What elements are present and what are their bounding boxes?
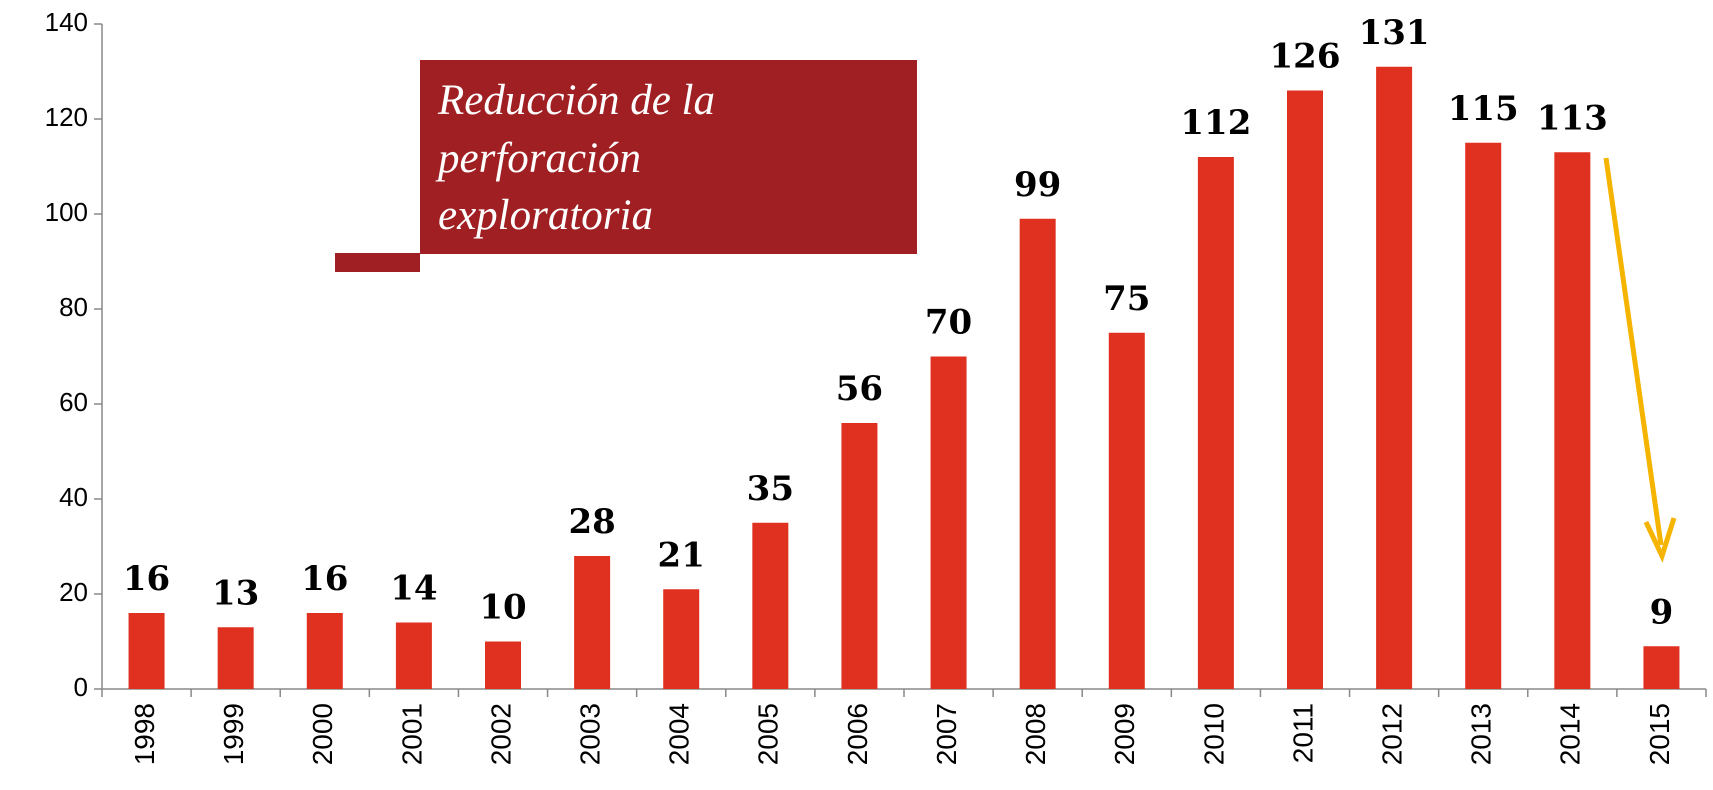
x-tick-label: 2015 bbox=[1644, 703, 1675, 765]
value-label: 113 bbox=[1537, 98, 1608, 138]
bar bbox=[1197, 157, 1234, 689]
bar bbox=[752, 522, 789, 689]
annotation-tab bbox=[335, 253, 420, 272]
y-tick-label: 140 bbox=[45, 7, 88, 37]
bar bbox=[574, 556, 611, 689]
value-label: 9 bbox=[1650, 592, 1674, 632]
x-tick-label: 2013 bbox=[1466, 703, 1497, 765]
bar bbox=[1643, 646, 1680, 689]
x-tick-label: 1999 bbox=[218, 703, 249, 765]
y-tick-label: 20 bbox=[59, 577, 88, 607]
x-tick-label: 2004 bbox=[664, 703, 695, 765]
x-tick-label: 2000 bbox=[307, 703, 338, 765]
value-label: 16 bbox=[123, 559, 170, 599]
annotation-text: perforación bbox=[435, 135, 641, 182]
y-tick-label: 100 bbox=[45, 197, 88, 227]
value-label: 10 bbox=[479, 588, 526, 628]
bar bbox=[485, 641, 521, 689]
x-tick-label: 2007 bbox=[931, 703, 962, 765]
x-tick-label: 2014 bbox=[1555, 703, 1586, 765]
x-tick-label: 2011 bbox=[1287, 703, 1318, 763]
value-label: 21 bbox=[658, 535, 705, 575]
x-tick-label: 1998 bbox=[129, 703, 160, 765]
y-tick-label: 120 bbox=[45, 102, 88, 132]
value-label: 28 bbox=[568, 502, 615, 542]
x-tick-label: 2010 bbox=[1198, 703, 1229, 765]
value-label: 99 bbox=[1014, 165, 1061, 205]
y-tick-label: 0 bbox=[74, 672, 88, 702]
x-tick-label: 2006 bbox=[842, 703, 873, 765]
bar bbox=[217, 627, 254, 689]
bar bbox=[930, 356, 967, 689]
bar bbox=[663, 589, 700, 689]
annotation-box bbox=[420, 60, 917, 254]
bar bbox=[1108, 332, 1145, 689]
trend-arrow bbox=[1603, 157, 1664, 546]
value-label: 115 bbox=[1448, 89, 1519, 129]
bar bbox=[1465, 142, 1502, 689]
x-tick-label: 2009 bbox=[1109, 703, 1140, 765]
bar bbox=[841, 423, 878, 689]
bar bbox=[1554, 152, 1591, 689]
bar bbox=[1376, 66, 1413, 689]
value-label: 131 bbox=[1359, 13, 1430, 53]
value-label: 35 bbox=[747, 469, 794, 509]
value-label: 13 bbox=[212, 573, 259, 613]
value-label: 126 bbox=[1270, 37, 1341, 77]
value-label: 112 bbox=[1180, 103, 1251, 143]
trend-arrow-head bbox=[1643, 517, 1677, 563]
bar bbox=[128, 613, 165, 689]
annotation-text: exploratoria bbox=[438, 192, 653, 239]
bar bbox=[1019, 218, 1056, 689]
bar bbox=[1287, 90, 1323, 689]
x-tick-label: 2001 bbox=[396, 703, 427, 765]
value-label: 14 bbox=[390, 569, 437, 609]
y-tick-label: 80 bbox=[59, 292, 88, 322]
annotation-text: Reducción de la bbox=[437, 77, 715, 124]
value-label: 70 bbox=[925, 303, 972, 343]
x-tick-label: 2005 bbox=[753, 703, 784, 765]
x-tick-label: 2008 bbox=[1020, 703, 1051, 765]
y-tick-label: 40 bbox=[59, 482, 88, 512]
value-label: 75 bbox=[1103, 279, 1150, 319]
bar bbox=[395, 622, 432, 689]
x-tick-label: 2003 bbox=[575, 703, 606, 765]
value-label: 56 bbox=[836, 369, 883, 409]
value-label: 16 bbox=[301, 559, 348, 599]
x-tick-label: 2012 bbox=[1377, 703, 1408, 765]
x-tick-label: 2002 bbox=[485, 703, 516, 765]
y-tick-label: 60 bbox=[59, 387, 88, 417]
bar bbox=[306, 613, 343, 689]
